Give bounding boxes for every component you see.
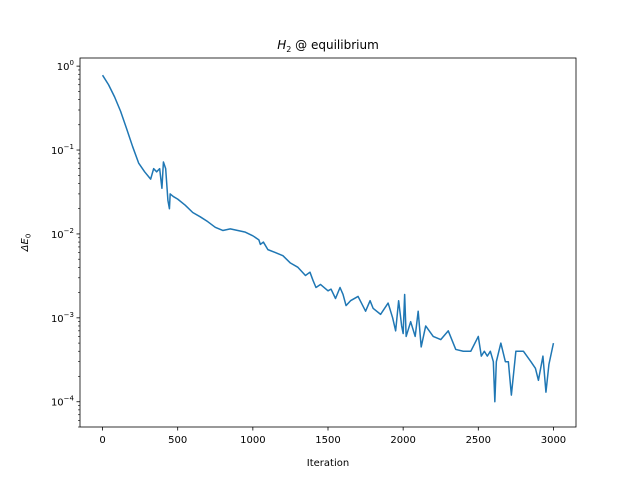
x-tick-label: 500 <box>168 435 187 446</box>
chart-title: H2 @ equilibrium <box>277 38 379 54</box>
x-axis-label: Iteration <box>307 458 349 469</box>
x-tick-label: 3000 <box>541 435 566 446</box>
x-tick-label: 0 <box>99 435 105 446</box>
x-tick-label: 1500 <box>315 435 340 446</box>
x-tick-label: 2000 <box>390 435 415 446</box>
y-axis-label: ΔE0 <box>20 234 33 253</box>
y-tick-label: 10−1 <box>51 143 74 157</box>
y-tick-label: 10−4 <box>51 395 75 409</box>
y-tick-label: 10−2 <box>51 227 74 241</box>
y-tick-label: 100 <box>57 59 74 73</box>
x-tick-label: 1000 <box>240 435 265 446</box>
x-tick-label: 2500 <box>466 435 491 446</box>
y-tick-label: 10−3 <box>51 311 74 325</box>
series-line-0 <box>101 74 555 403</box>
plot-area: 0 500 1000 1500 2000 2500 3000 10−4 10−3 10−2 10−1… <box>51 57 577 446</box>
